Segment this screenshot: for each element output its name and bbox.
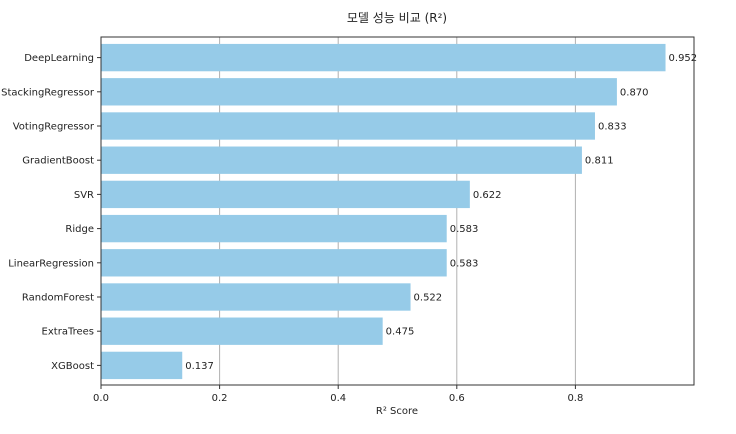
value-label: 0.833	[598, 122, 627, 133]
bar	[101, 112, 595, 140]
category-label: GradientBoost	[22, 156, 94, 167]
bar	[101, 283, 411, 311]
x-tick-label: 0.6	[449, 393, 465, 404]
x-tick-label: 0.8	[567, 393, 583, 404]
x-axis-label: R² Score	[376, 406, 418, 417]
category-labels: DeepLearning StackingRegressor VotingRegre…	[1, 53, 101, 372]
category-label: VotingRegressor	[13, 122, 95, 133]
value-label: 0.622	[473, 190, 502, 201]
bar	[101, 351, 183, 380]
value-label: 0.583	[450, 224, 479, 235]
bar	[101, 214, 447, 243]
value-label: 0.870	[620, 87, 649, 98]
value-label: 0.137	[185, 361, 214, 372]
category-label: Ridge	[65, 224, 94, 235]
bar	[101, 317, 383, 345]
x-tick-label: 0.4	[330, 393, 346, 404]
category-label: LinearRegression	[8, 258, 94, 269]
x-tick-label: 0.2	[212, 393, 228, 404]
bar	[101, 43, 666, 72]
bar	[101, 249, 447, 277]
x-tick-label: 0.0	[93, 393, 109, 404]
bar	[101, 78, 617, 106]
value-label: 0.952	[669, 53, 698, 64]
bar	[101, 146, 582, 174]
category-label: XGBoost	[51, 361, 94, 372]
category-label: StackingRegressor	[1, 87, 95, 98]
value-label: 0.475	[386, 327, 415, 338]
bar	[101, 180, 470, 209]
bars-group	[101, 43, 666, 380]
plot-frame	[100, 36, 695, 386]
x-axis-ticks: 0.0 0.2 0.4 0.6 0.8	[93, 385, 583, 404]
chart-title: 모델 성능 비교 (R²)	[347, 11, 447, 25]
value-labels: 0.952 0.870 0.833 0.811 0.622 0.583 0.583 0.522…	[185, 53, 697, 372]
category-label: SVR	[74, 190, 94, 201]
category-label: ExtraTrees	[42, 327, 94, 338]
value-label: 0.522	[414, 293, 443, 304]
value-label: 0.811	[585, 156, 614, 167]
category-label: DeepLearning	[24, 53, 94, 64]
category-label: RandomForest	[22, 293, 94, 304]
value-label: 0.583	[450, 258, 479, 269]
